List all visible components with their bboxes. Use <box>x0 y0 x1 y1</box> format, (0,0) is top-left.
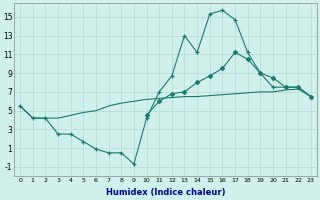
X-axis label: Humidex (Indice chaleur): Humidex (Indice chaleur) <box>106 188 225 197</box>
